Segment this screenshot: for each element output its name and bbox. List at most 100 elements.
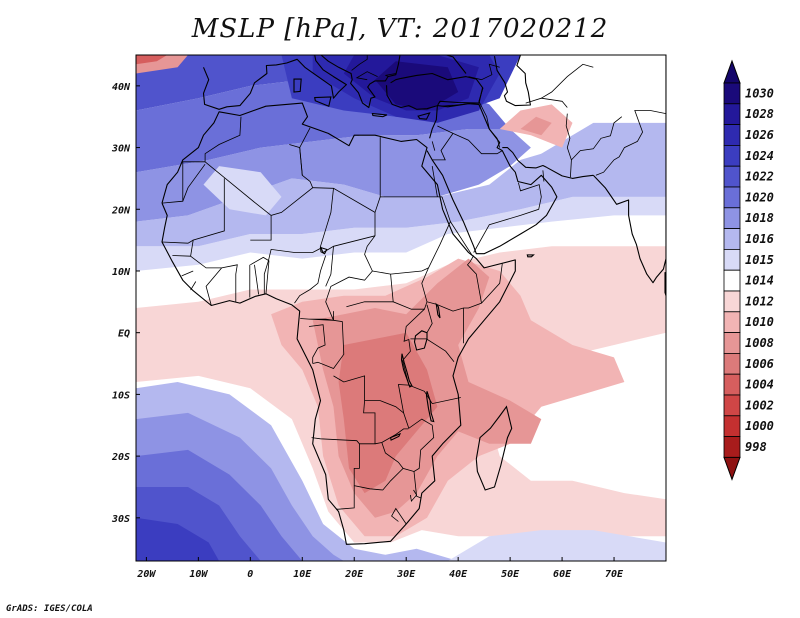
pressure-region-1004 — [136, 55, 168, 65]
country-border — [312, 319, 345, 369]
country-border — [381, 442, 415, 472]
x-tick-label: 20W — [136, 569, 156, 580]
pressure-region-1016 — [136, 135, 666, 247]
colorbar-swatch-1026 — [723, 124, 741, 146]
colorbar-swatch-1006 — [723, 352, 741, 375]
coastline-caspian — [493, 55, 531, 107]
country-border — [250, 247, 324, 266]
country-border — [450, 221, 473, 256]
y-tick-label: 40N — [112, 82, 131, 93]
colorbar-swatch-1030 — [723, 82, 741, 105]
country-border — [308, 324, 326, 364]
lake-tanganyika — [400, 353, 413, 388]
y-tick-label: 30S — [111, 514, 130, 525]
colorbar-label: 1004 — [745, 378, 774, 392]
colorbar-label: 1030 — [745, 86, 774, 100]
cyprus — [417, 112, 431, 120]
colorbar-label: 1014 — [745, 274, 774, 288]
madagascar — [475, 405, 513, 491]
country-border — [190, 281, 197, 291]
colorbar-label: 1012 — [745, 294, 774, 308]
coastline-india — [592, 55, 666, 284]
country-border — [161, 239, 194, 244]
country-border — [437, 125, 503, 155]
country-border — [541, 63, 594, 99]
colorbar-top-arrow — [723, 59, 741, 84]
country-border — [385, 73, 396, 77]
y-tick-label: 30N — [111, 144, 131, 155]
lake-malawi — [425, 391, 435, 423]
coastline-iran — [546, 166, 594, 179]
country-border — [372, 267, 429, 275]
pressure-region-1008 — [520, 116, 552, 136]
country-border — [250, 215, 272, 241]
colorbar-label: 1026 — [745, 128, 774, 142]
colorbar-swatch-1020 — [723, 186, 741, 209]
country-border — [402, 308, 425, 361]
lake-turkana — [435, 302, 441, 319]
crete — [371, 112, 388, 118]
sardinia — [293, 78, 302, 93]
country-border — [172, 255, 191, 257]
x-tick-label: 70E — [605, 569, 624, 580]
colorbar-bottom-arrow — [723, 456, 741, 481]
country-border — [391, 507, 407, 525]
axis-ticks: 20W 10W 0 10E 20E 30E 40E 50E 60E 70E 40N 30N 20N 10N… — [111, 82, 624, 580]
pressure-region-1015 — [203, 166, 282, 216]
country-border — [410, 489, 418, 503]
x-tick-label: 40E — [449, 569, 468, 580]
colorbar: 1030 1028 1026 1024 1022 1020 1018 1016 1015 1014… — [723, 59, 774, 481]
colorbar-label: 1010 — [745, 315, 774, 329]
country-border — [205, 264, 238, 306]
colorbar-swatch-1018 — [723, 207, 741, 230]
country-border — [542, 170, 545, 182]
colorbar-swatch-1014 — [723, 269, 741, 292]
coastline-gulf — [502, 147, 547, 169]
colorbar-swatch-998 — [723, 436, 741, 458]
colorbar-swatch-1008 — [723, 332, 741, 354]
country-border — [353, 443, 404, 491]
pressure-region-1015 — [447, 530, 666, 561]
country-border — [468, 63, 500, 81]
country-border — [431, 141, 436, 151]
colorbar-label: 1024 — [745, 149, 774, 163]
lake-kariba — [389, 432, 402, 441]
pressure-fill-layer — [136, 55, 666, 561]
x-tick-label: 50E — [501, 569, 520, 580]
lake-victoria — [413, 330, 428, 351]
country-border — [402, 360, 461, 405]
country-border — [595, 110, 666, 176]
colorbar-label: 998 — [745, 440, 767, 454]
map-title: MSLP [hPa], VT: 2017020212 — [191, 14, 609, 44]
colorbar-swatch-1022 — [723, 165, 741, 188]
y-tick-label: 20S — [111, 452, 130, 463]
coastline-africa — [161, 102, 516, 545]
x-tick-label: 30E — [396, 569, 416, 580]
coastline-europe — [202, 55, 347, 110]
country-border — [181, 270, 194, 277]
x-tick-label: 10W — [189, 569, 208, 580]
country-borders-layer — [161, 55, 666, 525]
country-border — [432, 133, 454, 161]
pressure-region-1024 — [136, 517, 220, 561]
colorbar-label: 1015 — [745, 253, 774, 267]
x-tick-label: 10E — [293, 569, 312, 580]
country-border — [565, 113, 572, 178]
country-border — [478, 87, 501, 148]
country-border — [525, 97, 568, 108]
country-border — [263, 260, 269, 294]
country-border — [473, 182, 542, 253]
colorbar-swatch-1024 — [723, 144, 741, 167]
country-border — [426, 304, 433, 333]
country-border — [308, 318, 334, 321]
colorbar-label: 1020 — [745, 190, 774, 204]
country-border — [161, 163, 206, 204]
x-tick-label: 0 — [247, 569, 253, 580]
colorbar-label: 1028 — [745, 107, 774, 121]
country-border — [333, 375, 366, 401]
country-border — [299, 127, 311, 176]
pressure-region-1006 — [338, 332, 438, 494]
coastline-blacksea-n — [404, 55, 467, 74]
country-border — [410, 338, 455, 362]
